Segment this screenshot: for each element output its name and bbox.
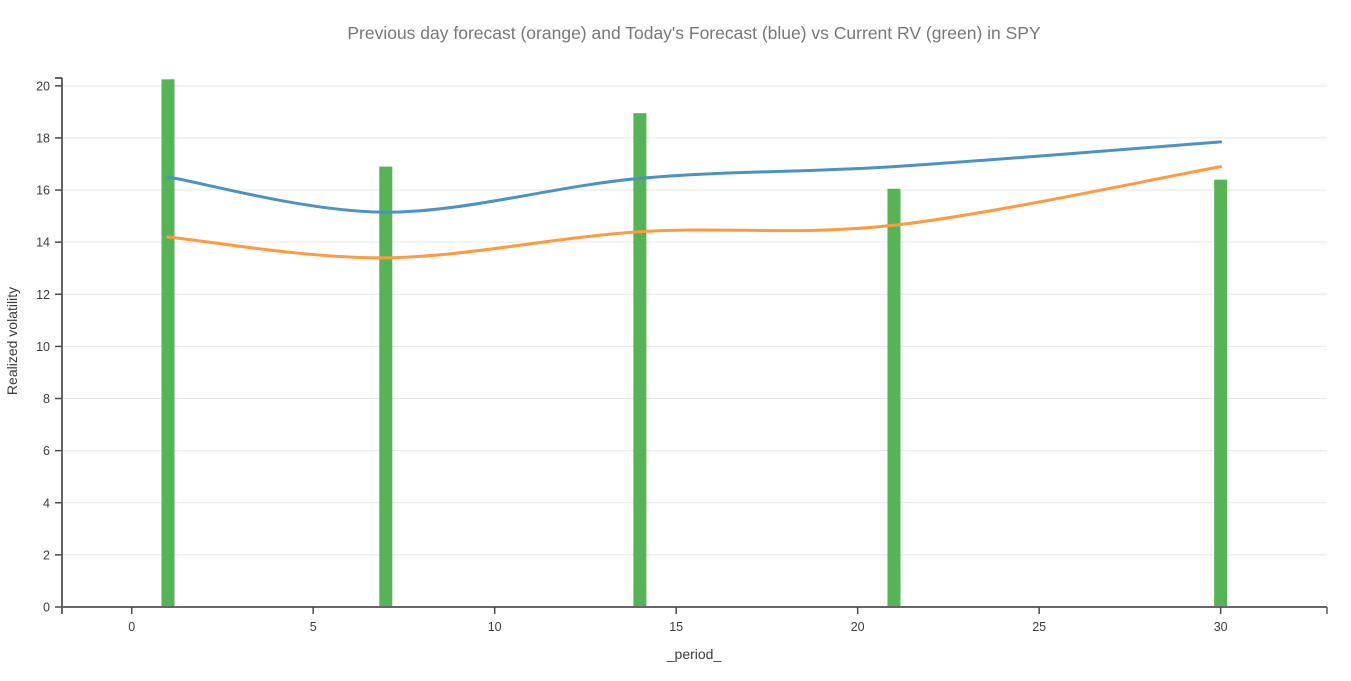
y-tick-label: 0 — [43, 601, 50, 615]
rv-bar — [1214, 179, 1228, 607]
x-tick-label: 15 — [669, 620, 683, 634]
y-axis-title: Realized volatility — [4, 287, 20, 395]
rv-bar — [379, 166, 393, 607]
x-tick-label: 0 — [128, 620, 135, 634]
y-tick-label: 8 — [43, 392, 50, 406]
y-tick-label: 12 — [36, 288, 50, 302]
x-axis-title: _period_ — [666, 646, 722, 662]
x-tick-label: 5 — [310, 620, 317, 634]
y-tick-label: 2 — [43, 548, 50, 562]
prev-day-forecast-line — [166, 165, 1223, 260]
x-tick-label: 20 — [851, 620, 865, 634]
y-tick-label: 4 — [43, 496, 50, 510]
y-tick-label: 18 — [36, 131, 50, 145]
rv-bar — [887, 188, 901, 608]
today-forecast-line-group — [166, 140, 1223, 214]
tick-marks — [55, 85, 1222, 614]
x-tick-label: 30 — [1214, 620, 1228, 634]
rv-bar — [633, 113, 647, 607]
tick-labels: 0 2 4 6 8 10 12 14 16 18 20 0 5 10 15 20 25 30 — [36, 79, 1228, 634]
y-tick-label: 20 — [36, 79, 50, 93]
y-tick-label: 14 — [36, 236, 50, 250]
prev-day-forecast-line-group — [166, 165, 1223, 260]
x-tick-label: 10 — [488, 620, 502, 634]
plot-area: 0 2 4 6 8 10 12 14 16 18 20 0 5 10 15 20 25 30 — [36, 77, 1328, 634]
x-tick-label: 25 — [1032, 620, 1046, 634]
y-tick-label: 6 — [43, 444, 50, 458]
grid-lines — [62, 85, 1327, 556]
y-tick-label: 10 — [36, 340, 50, 354]
rv-bar — [161, 79, 175, 607]
chart-title: Previous day forecast (orange) and Today… — [347, 23, 1041, 43]
y-tick-label: 16 — [36, 184, 50, 198]
rv-bars — [161, 79, 1228, 608]
today-forecast-line — [166, 140, 1223, 214]
